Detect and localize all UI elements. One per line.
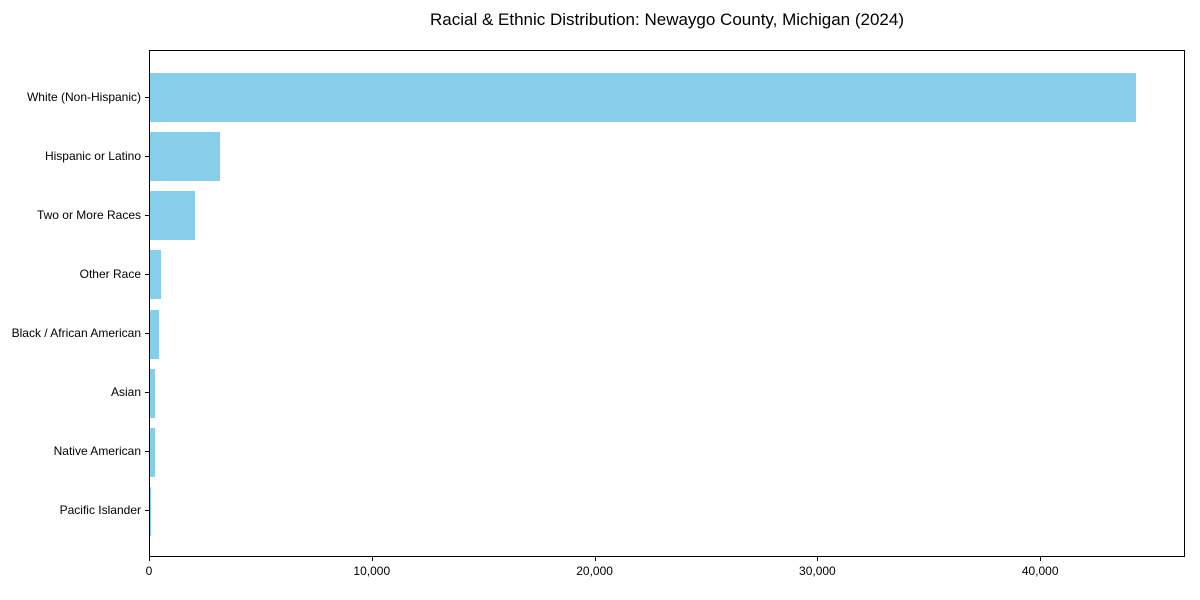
- x-tick-mark: [149, 557, 150, 561]
- x-tick-label: 20,000: [576, 564, 613, 578]
- bar-asian: [150, 368, 156, 418]
- y-tick-label: Pacific Islander: [59, 503, 141, 518]
- y-tick-label: Native American: [53, 444, 141, 459]
- y-tick-mark: [145, 510, 149, 512]
- y-tick-label: Two or More Races: [36, 207, 141, 222]
- y-tick-mark: [145, 273, 149, 275]
- x-tick-label: 30,000: [799, 564, 836, 578]
- bar-hispanic-or-latino: [150, 132, 221, 182]
- y-tick-label: Asian: [110, 385, 141, 400]
- chart-title: Racial & Ethnic Distribution: Newaygo Co…: [429, 10, 905, 29]
- y-tick-mark: [145, 155, 149, 157]
- bar-native-american: [150, 427, 155, 477]
- bar-two-or-more-races: [150, 191, 195, 241]
- y-tick-label: Other Race: [79, 266, 141, 281]
- y-tick-mark: [145, 214, 149, 216]
- bar-black-african-american: [150, 309, 160, 359]
- y-tick-mark: [145, 333, 149, 335]
- x-tick-mark: [817, 557, 819, 561]
- y-tick-label: White (Non-Hispanic): [26, 89, 141, 104]
- x-tick-label: 0: [145, 564, 153, 578]
- y-tick-label: Black / African American: [11, 326, 141, 341]
- y-tick-label: Hispanic or Latino: [44, 148, 141, 163]
- x-tick-label: 40,000: [1021, 564, 1059, 578]
- x-tick-label: 10,000: [353, 564, 391, 578]
- plot-area: [149, 50, 1185, 557]
- bar-white-non-hispanic: [150, 73, 1137, 123]
- x-tick-mark: [594, 557, 596, 561]
- y-tick-mark: [145, 451, 149, 453]
- x-tick-mark: [1040, 557, 1042, 561]
- y-tick-mark: [145, 96, 149, 98]
- bar-other-race: [150, 250, 161, 300]
- y-tick-mark: [145, 392, 149, 394]
- x-tick-mark: [371, 557, 373, 561]
